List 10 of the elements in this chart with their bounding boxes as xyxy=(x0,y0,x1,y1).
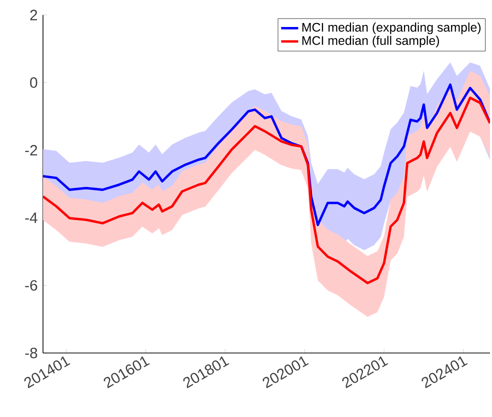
y-tick-label: 0 xyxy=(30,77,38,88)
legend-label: MCI median (full sample) xyxy=(302,36,439,48)
y-tick-label: -8 xyxy=(25,348,38,358)
y-tick-label: 2 xyxy=(30,10,38,20)
y-tick-label: -2 xyxy=(25,144,38,156)
line-series xyxy=(43,96,490,284)
legend-label: MCI median (expanding sample) xyxy=(302,22,481,34)
y-tick-label: -4 xyxy=(25,212,38,223)
y-tick-label: -6 xyxy=(25,280,38,291)
line-series xyxy=(43,83,490,226)
